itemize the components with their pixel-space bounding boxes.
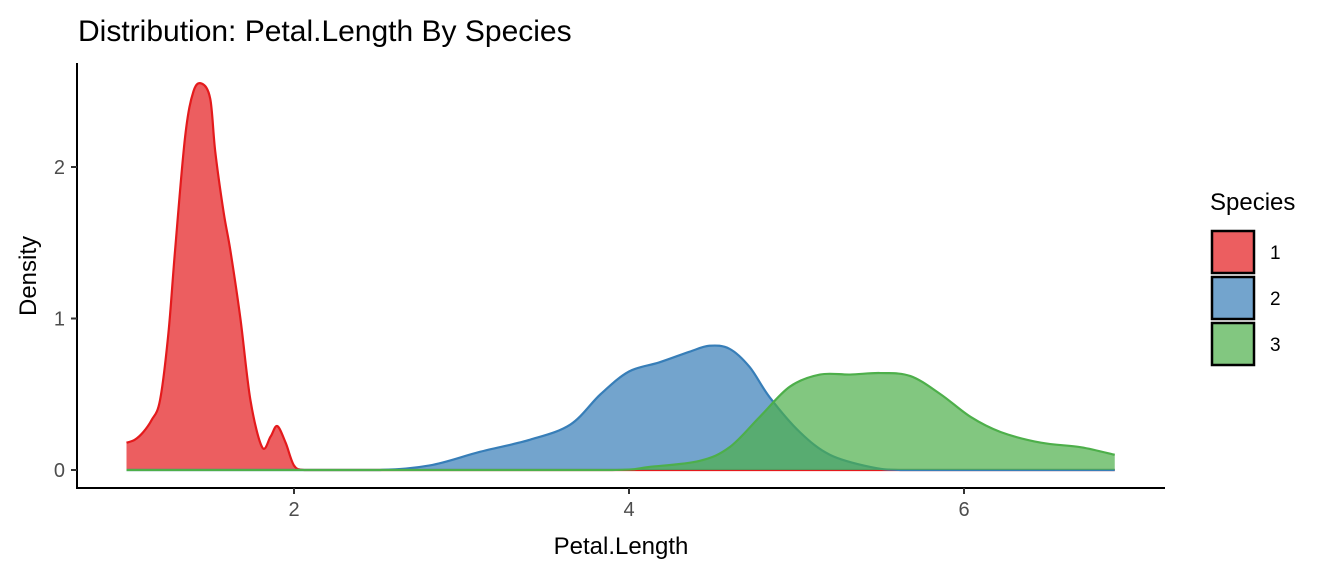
axis-ticks: 2 4 6 0 1 2 — [54, 157, 970, 521]
x-axis-title: Petal.Length — [554, 533, 689, 560]
density-area-species-2 — [126, 345, 1115, 470]
chart-title: Distribution: Petal.Length By Species — [78, 15, 572, 48]
legend-label: 1 — [1270, 243, 1281, 264]
x-tick-label: 6 — [958, 499, 969, 521]
y-axis-title: Density — [15, 236, 42, 316]
legend-key-species-3 — [1210, 321, 1256, 367]
y-tick-label: 1 — [54, 309, 65, 331]
series-layer — [126, 81, 1115, 472]
legend: Species 1 2 3 — [1210, 189, 1295, 367]
legend-label: 3 — [1270, 335, 1281, 356]
density-area-species-3 — [126, 373, 1115, 470]
y-tick-label: 0 — [54, 460, 65, 482]
y-tick-label: 2 — [54, 157, 65, 179]
density-area-species-1 — [126, 83, 1115, 471]
legend-label: 2 — [1270, 289, 1281, 310]
density-line-species-3 — [126, 371, 1115, 472]
legend-title: Species — [1210, 189, 1295, 216]
x-tick-label: 4 — [623, 499, 634, 521]
legend-key-species-2 — [1210, 275, 1256, 321]
x-tick-label: 2 — [288, 499, 299, 521]
legend-key-species-1 — [1210, 229, 1256, 275]
